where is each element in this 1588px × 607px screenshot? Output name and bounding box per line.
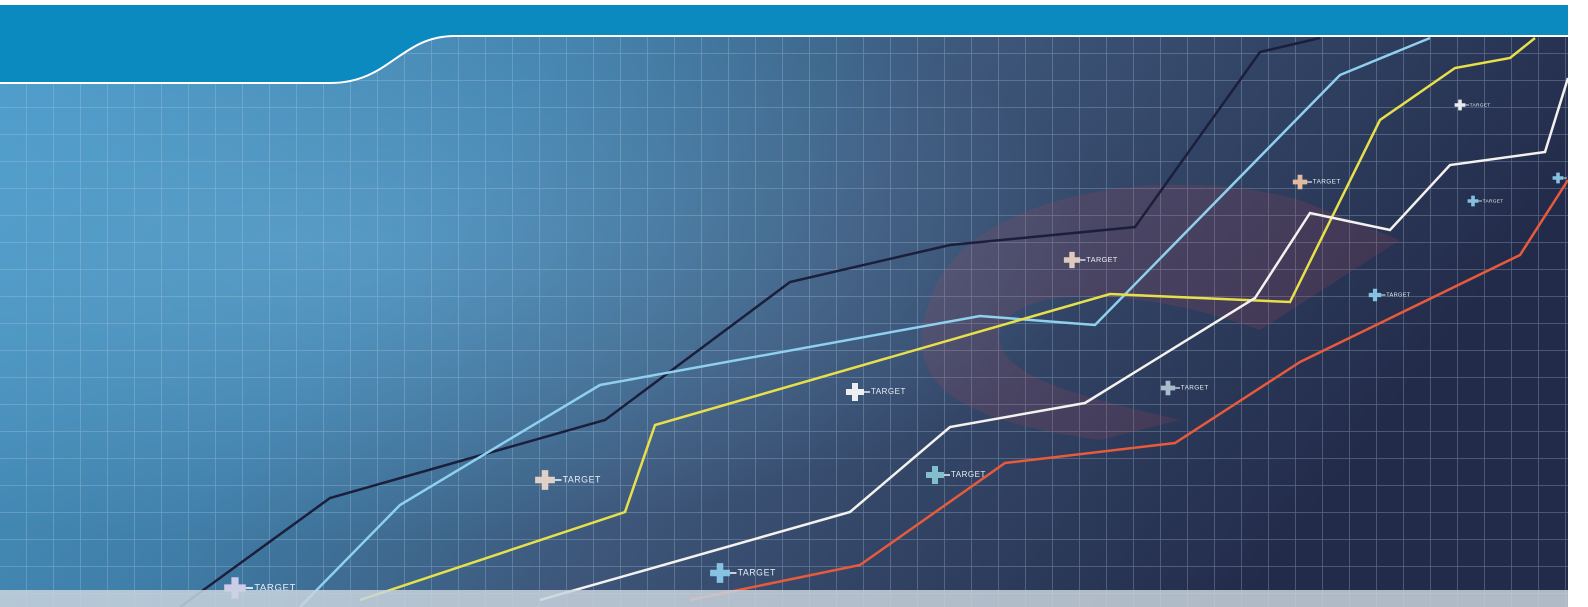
- top-edge: [0, 0, 1588, 5]
- target-icon: [1467, 195, 1479, 207]
- target-icon: [926, 466, 944, 484]
- target-label: TARGET: [1470, 102, 1491, 108]
- right-margin: [1568, 0, 1588, 607]
- target-marker: TARGET: [846, 383, 906, 401]
- target-icon: [1292, 174, 1308, 190]
- header-edge: [0, 35, 1568, 84]
- target-icon: [1368, 288, 1382, 302]
- target-marker: TARGET: [926, 466, 986, 484]
- target-icon: [1552, 172, 1564, 184]
- target-label: TARGET: [1086, 255, 1117, 264]
- line-dark: [179, 36, 1321, 607]
- target-icon: [535, 470, 555, 490]
- target-icon: [1160, 380, 1176, 396]
- target-label: TARGET: [254, 583, 296, 594]
- target-icon: [846, 383, 864, 401]
- target-marker: TARGET: [710, 563, 776, 583]
- target-marker: TARGET: [1454, 99, 1491, 111]
- target-icon: [710, 563, 730, 583]
- target-marker: TARGET: [1368, 288, 1411, 302]
- target-label: TARGET: [1386, 292, 1411, 298]
- line-yellow: [359, 37, 1536, 602]
- target-icon: [224, 577, 246, 599]
- targets: TARGET TARGET TARGET TARGET TARGET TARGET TARG…: [224, 99, 1588, 599]
- target-marker: TARGET: [1292, 174, 1341, 190]
- line-light-blue: [299, 36, 1431, 607]
- target-icon: [1454, 99, 1466, 111]
- target-label: TARGET: [871, 387, 906, 396]
- target-label: TARGET: [1313, 179, 1341, 186]
- bottom-strip: [0, 590, 1568, 607]
- target-icon: [1063, 251, 1081, 269]
- target-marker: TARGET: [1160, 380, 1209, 396]
- line-orange: [689, 179, 1570, 602]
- target-marker: TARGET: [1063, 251, 1117, 269]
- trend-lines: [179, 36, 1570, 607]
- target-marker: TARGET: [224, 577, 296, 599]
- target-label: TARGET: [738, 567, 776, 577]
- target-label: TARGET: [951, 470, 986, 479]
- target-marker: TARGET: [1467, 195, 1504, 207]
- target-marker: TARGET: [535, 470, 601, 490]
- target-label: TARGET: [1181, 385, 1209, 392]
- target-label: TARGET: [1483, 198, 1504, 204]
- euro-symbol: [921, 184, 1400, 440]
- target-label: TARGET: [563, 474, 601, 484]
- header-bar: [0, 0, 1568, 82]
- line-white: [539, 77, 1570, 602]
